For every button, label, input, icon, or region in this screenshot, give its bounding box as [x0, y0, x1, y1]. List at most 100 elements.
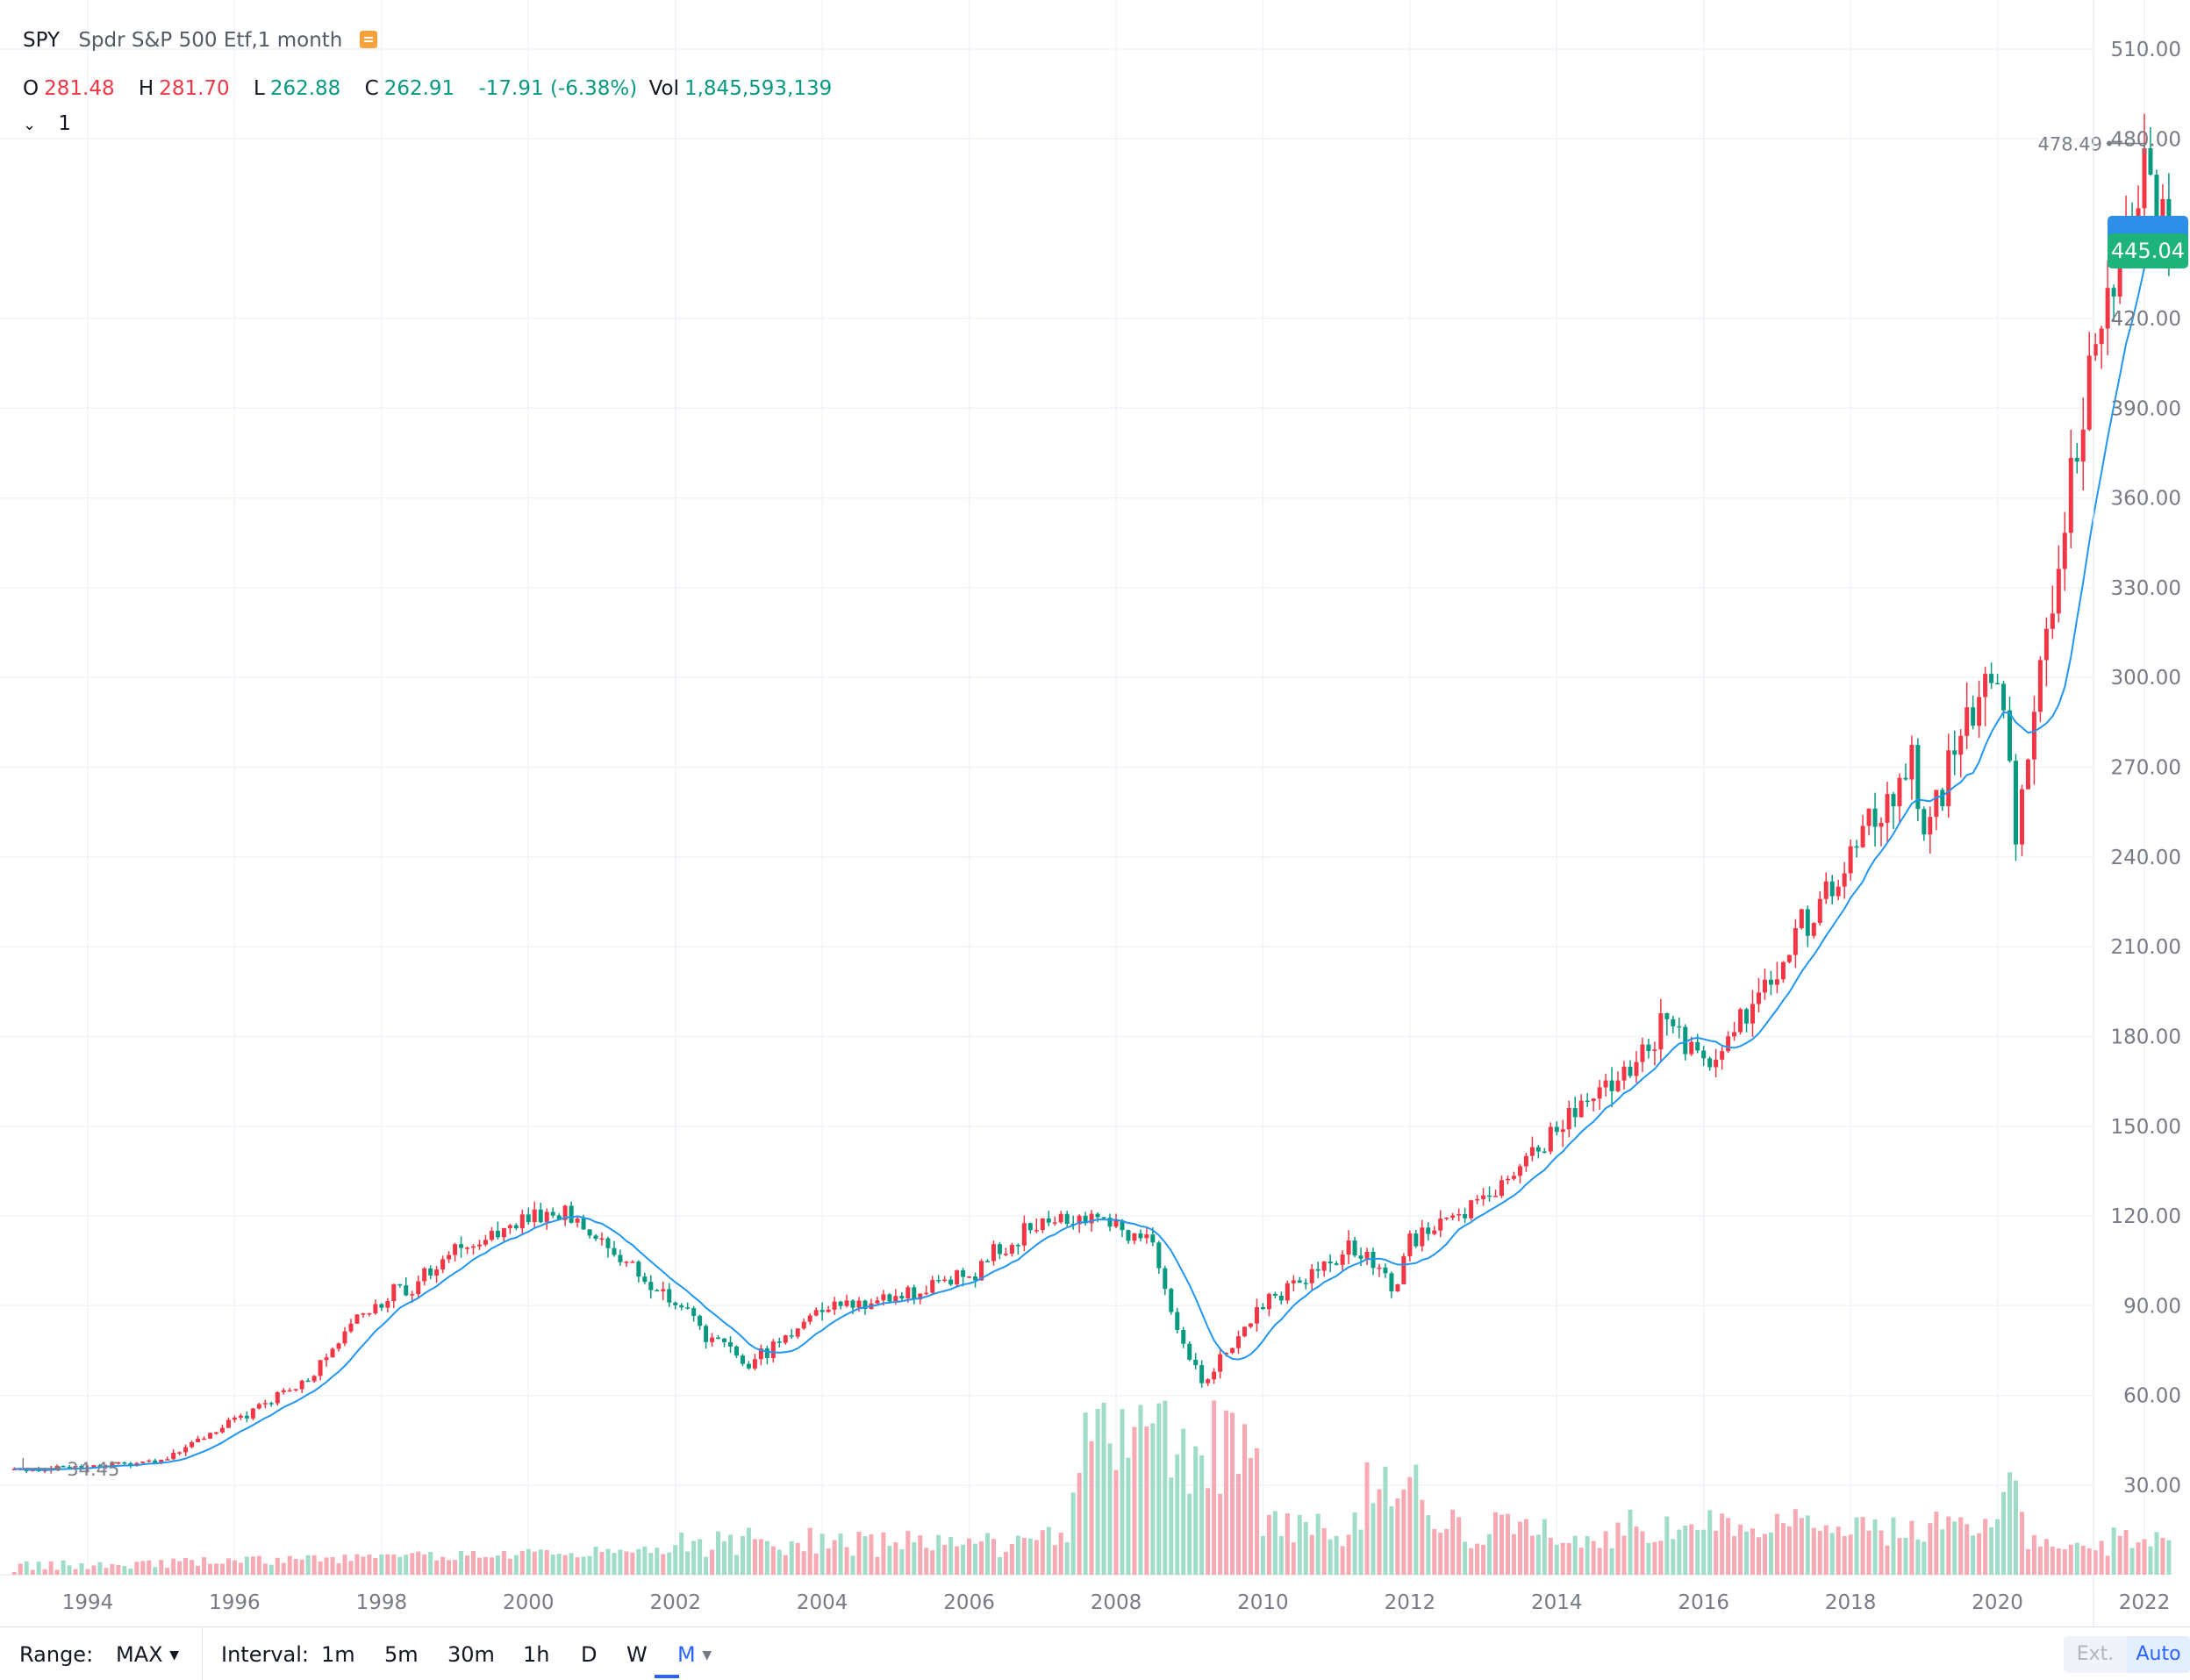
caret-down-icon[interactable]: ▼ [702, 1648, 712, 1662]
volume-bar [550, 1554, 555, 1575]
indicator-row[interactable]: ⌄ 1 [23, 111, 76, 139]
candle-body [2019, 789, 2024, 845]
interval-1m[interactable]: 1m [321, 1642, 355, 1667]
volume-bar [1634, 1526, 1639, 1575]
ext-auto-toggle: Ext. Auto [2064, 1636, 2190, 1673]
candle-body [324, 1357, 329, 1361]
volume-bar [501, 1551, 506, 1575]
volume-bar [459, 1551, 464, 1575]
volume-bar [1371, 1503, 1376, 1575]
price-label: 60.00 [2123, 1385, 2181, 1408]
candle-body [232, 1417, 237, 1420]
candle-body [1321, 1261, 1327, 1271]
candle-body [807, 1315, 812, 1322]
volume-bar [893, 1542, 898, 1575]
volume-bar [2099, 1541, 2104, 1575]
volume-bar [1358, 1529, 1363, 1575]
candle-body [1438, 1219, 1443, 1231]
volume-bar [912, 1541, 917, 1575]
candle-body [1383, 1267, 1388, 1274]
candle-body [268, 1403, 274, 1405]
candle-body [1860, 826, 1865, 847]
volume-bar [275, 1557, 280, 1575]
candle-body [1272, 1293, 1278, 1296]
chevron-down-icon[interactable]: ⌄ [23, 116, 37, 134]
volume-bar [342, 1555, 347, 1575]
interval-1h[interactable]: 1h [523, 1642, 550, 1667]
candle-body [1701, 1050, 1707, 1059]
volume-bar [819, 1533, 825, 1575]
interval-d[interactable]: D [581, 1642, 598, 1667]
candle-body [1995, 683, 2000, 685]
candle-body [2050, 613, 2055, 629]
price-chart[interactable]: 478.49 34.45 510.00 480.00 420.00 390.00 360… [0, 0, 2190, 1626]
candle-body [587, 1229, 592, 1236]
candle-body [1027, 1223, 1033, 1231]
volume-bar [1940, 1529, 1945, 1575]
interval-w[interactable]: W [626, 1642, 648, 1667]
candle-body [410, 1294, 415, 1296]
candle-body [1432, 1230, 1437, 1234]
candle-body [783, 1335, 788, 1343]
candle-body [1034, 1230, 1039, 1232]
close-label: C [364, 77, 379, 100]
candle-body [79, 1466, 84, 1469]
ext-button[interactable]: Ext. [2076, 1643, 2115, 1665]
candle-body [1181, 1330, 1186, 1344]
candle-body [1291, 1280, 1296, 1283]
volume-bar [196, 1565, 201, 1575]
volume-bar [612, 1553, 617, 1575]
candle-body [801, 1321, 806, 1329]
candle-body [1224, 1353, 1229, 1355]
candle-body [716, 1337, 721, 1340]
volume-bar [930, 1550, 935, 1575]
volume-bar [1413, 1464, 1419, 1575]
candle-body [991, 1244, 996, 1262]
volume-bar [122, 1566, 127, 1575]
volume-bar [1278, 1536, 1284, 1575]
volume-bar [924, 1548, 929, 1575]
auto-button[interactable]: Auto [2127, 1636, 2190, 1673]
candle-body [985, 1261, 990, 1262]
volume-bar [1609, 1548, 1614, 1575]
flag-icon[interactable] [359, 31, 377, 48]
interval-m[interactable]: M ▼ [677, 1641, 712, 1669]
volume-bar [1475, 1543, 1480, 1575]
volume-bar [655, 1548, 660, 1575]
candle-body [832, 1301, 837, 1310]
volume-bar [704, 1556, 709, 1575]
volume-bar [1493, 1512, 1499, 1575]
candle-body [722, 1338, 727, 1342]
candle-body [1971, 707, 1976, 726]
volume-bar [153, 1567, 158, 1575]
candle-body [1132, 1233, 1137, 1241]
volume-bar [507, 1558, 512, 1575]
price-label: 390.00 [2111, 397, 2181, 420]
interval-30m[interactable]: 30m [447, 1642, 495, 1667]
volume-bar [1548, 1537, 1553, 1575]
candle-body [1248, 1323, 1253, 1327]
time-label: 2022 [2119, 1591, 2171, 1614]
volume-bar [1529, 1535, 1535, 1575]
candle-body [862, 1300, 868, 1310]
volume-bar [1511, 1533, 1516, 1575]
volume-bar [2117, 1535, 2122, 1575]
candle-body [348, 1323, 354, 1332]
high-low-markers: 478.49 34.45 [22, 133, 2145, 1480]
candle-body [2148, 147, 2153, 175]
candle-body [2037, 660, 2043, 712]
candle-body [159, 1459, 164, 1463]
candle-body [1805, 909, 1810, 936]
volume-bar [813, 1553, 819, 1575]
volume-bar [2019, 1512, 2024, 1575]
candle-body [1554, 1126, 1559, 1133]
interval-5m[interactable]: 5m [384, 1642, 419, 1667]
candle-body [153, 1460, 158, 1463]
volume-bar [1517, 1521, 1522, 1575]
time-label: 2012 [1385, 1591, 1436, 1614]
volume-bar [2037, 1546, 2043, 1575]
symbol-label[interactable]: SPY [23, 29, 61, 52]
candle-body [391, 1283, 397, 1302]
candle-body [116, 1462, 121, 1464]
range-select[interactable]: MAX ▼ [116, 1641, 179, 1669]
